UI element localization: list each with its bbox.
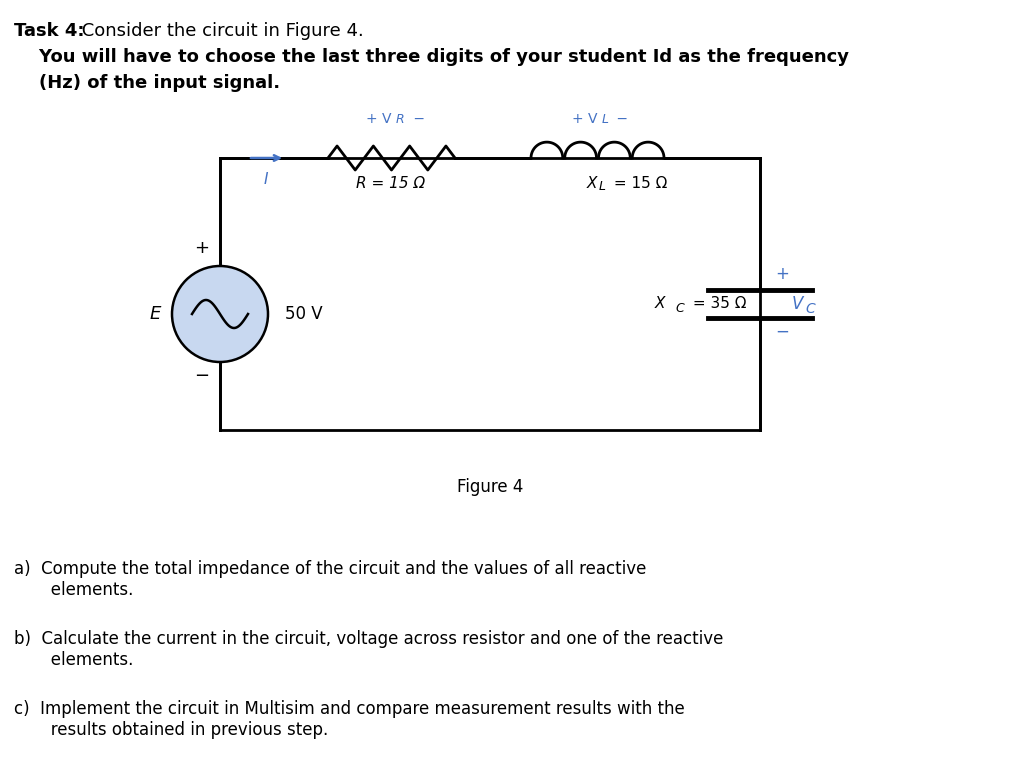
- Text: R = 15 Ω: R = 15 Ω: [356, 176, 425, 191]
- Text: Figure 4: Figure 4: [457, 478, 523, 496]
- Text: L: L: [599, 180, 606, 193]
- Text: −: −: [195, 367, 209, 385]
- Text: Task 4:: Task 4:: [14, 22, 84, 40]
- Text: b)  Calculate the current in the circuit, voltage across resistor and one of the: b) Calculate the current in the circuit,…: [14, 630, 723, 669]
- Text: + V: + V: [366, 112, 391, 126]
- Text: L: L: [602, 113, 609, 126]
- Text: a)  Compute the total impedance of the circuit and the values of all reactive
  : a) Compute the total impedance of the ci…: [14, 560, 647, 599]
- Text: X: X: [586, 176, 597, 191]
- Text: 50 V: 50 V: [285, 305, 322, 323]
- Text: X: X: [654, 296, 665, 311]
- Text: = 35 Ω: = 35 Ω: [688, 296, 747, 311]
- Circle shape: [172, 266, 268, 362]
- Text: R: R: [396, 113, 405, 126]
- Text: (Hz) of the input signal.: (Hz) of the input signal.: [14, 74, 280, 92]
- Text: = 15 Ω: = 15 Ω: [609, 176, 667, 191]
- Text: −: −: [612, 112, 628, 126]
- Text: C: C: [805, 302, 815, 316]
- Text: You will have to choose the last three digits of your student Id as the frequenc: You will have to choose the last three d…: [14, 48, 849, 66]
- Text: −: −: [775, 323, 789, 341]
- Text: C: C: [675, 303, 684, 315]
- Text: c)  Implement the circuit in Multisim and compare measurement results with the
 : c) Implement the circuit in Multisim and…: [14, 700, 685, 739]
- Text: I: I: [264, 172, 268, 187]
- Text: V: V: [792, 295, 803, 313]
- Text: E: E: [149, 305, 161, 323]
- Text: Consider the circuit in Figure 4.: Consider the circuit in Figure 4.: [76, 22, 364, 40]
- Text: −: −: [409, 112, 425, 126]
- Text: +: +: [195, 239, 209, 257]
- Text: + V: + V: [572, 112, 597, 126]
- Text: +: +: [775, 265, 789, 283]
